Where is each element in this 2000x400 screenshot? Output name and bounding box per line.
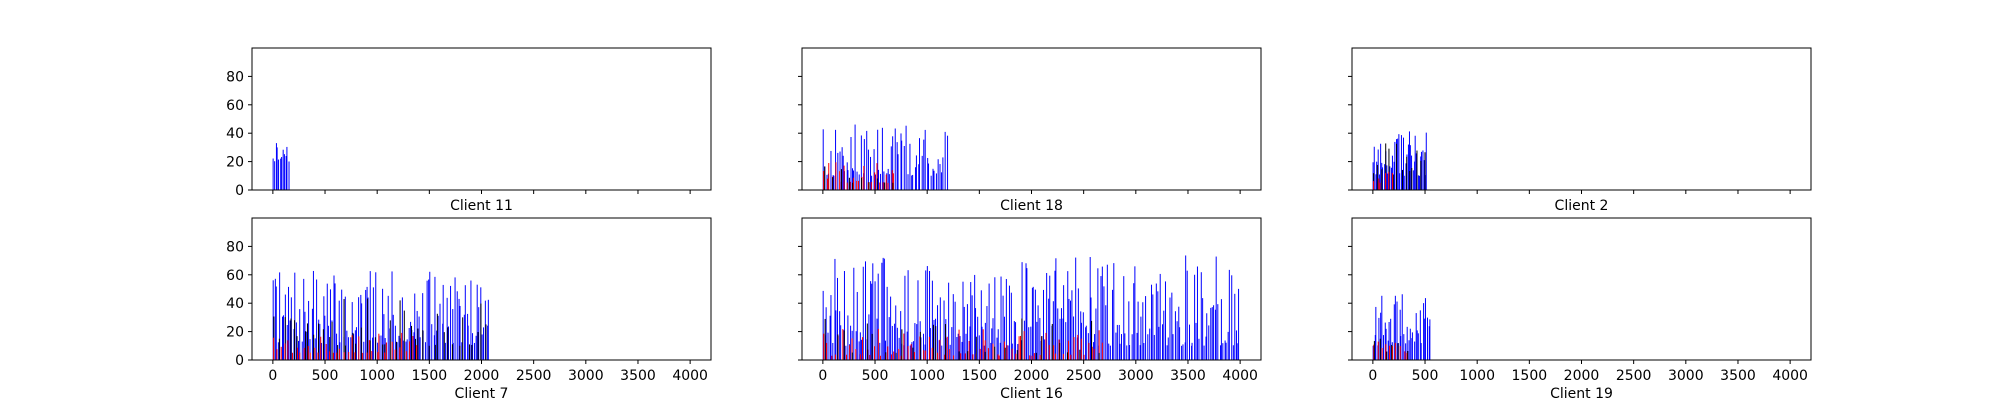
x-tick-label: 1500 <box>962 368 998 384</box>
x-axis-label: Client 11 <box>450 198 513 214</box>
x-tick-label: 1500 <box>1512 368 1548 384</box>
x-tick-label: 3000 <box>568 368 604 384</box>
y-tick-label: 20 <box>226 155 244 171</box>
x-tick-label: 0 <box>268 368 277 384</box>
y-tick-label: 40 <box>226 126 244 142</box>
y-tick-label: 60 <box>226 268 244 284</box>
x-tick-label: 4000 <box>1772 368 1808 384</box>
x-tick-label: 3500 <box>620 368 656 384</box>
axes-frame <box>251 47 712 191</box>
x-tick-label: 500 <box>862 368 889 384</box>
x-axis-label: Client 16 <box>1000 386 1063 400</box>
subplot-client-7: 0 20 40 60 80 0 500 1000 1500 2000 2500 3000 3500 400… <box>226 217 712 400</box>
axes-frame <box>1351 217 1812 361</box>
subplot-client-18: Client 18 <box>798 47 1262 214</box>
y-tick-label: 60 <box>226 98 244 114</box>
subplot-client-2: Client 2 <box>1348 47 1812 214</box>
x-axis-label: Client 7 <box>455 386 509 400</box>
x-tick-label: 1000 <box>1459 368 1495 384</box>
x-axis-label: Client 18 <box>1000 198 1063 214</box>
x-tick-label: 2000 <box>1014 368 1050 384</box>
y-tick-label: 80 <box>226 69 244 85</box>
x-tick-label: 0 <box>1368 368 1377 384</box>
x-tick-label: 2500 <box>1066 368 1102 384</box>
x-tick-label: 2000 <box>464 368 500 384</box>
x-tick-label: 1000 <box>909 368 945 384</box>
x-axis-label: Client 19 <box>1550 386 1613 400</box>
x-tick-label: 1000 <box>359 368 395 384</box>
x-tick-label: 2500 <box>516 368 552 384</box>
x-tick-label: 1500 <box>412 368 448 384</box>
x-tick-label: 2000 <box>1564 368 1600 384</box>
x-tick-label: 2500 <box>1616 368 1652 384</box>
y-tick-label: 80 <box>226 239 244 255</box>
x-tick-label: 3500 <box>1720 368 1756 384</box>
subplot-client-19: 0 500 1000 1500 2000 2500 3000 3500 4000 Client 1… <box>1348 217 1812 400</box>
x-tick-label: 0 <box>818 368 827 384</box>
x-tick-label: 4000 <box>672 368 708 384</box>
y-tick-label: 40 <box>226 296 244 312</box>
x-tick-label: 500 <box>312 368 339 384</box>
x-tick-label: 4000 <box>1222 368 1258 384</box>
x-tick-label: 3000 <box>1118 368 1154 384</box>
x-axis-label: Client 2 <box>1555 198 1609 214</box>
y-tick-label: 0 <box>235 353 244 369</box>
y-tick-label: 20 <box>226 325 244 341</box>
subplot-client-11: 0 20 40 60 80 Client 11 <box>226 47 712 214</box>
x-tick-label: 3500 <box>1170 368 1206 384</box>
subplot-client-16: 0 500 1000 1500 2000 2500 3000 3500 4000 Client 1… <box>798 217 1262 400</box>
x-tick-label: 3000 <box>1668 368 1704 384</box>
x-tick-label: 500 <box>1412 368 1439 384</box>
y-tick-label: 0 <box>235 183 244 199</box>
